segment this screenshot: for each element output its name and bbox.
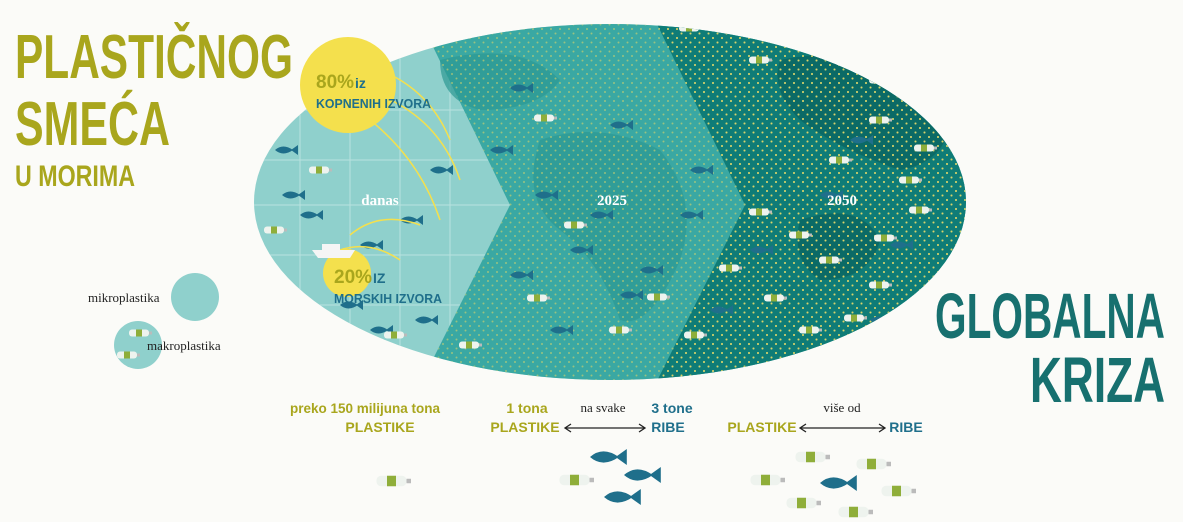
arrows [563, 423, 887, 433]
sea-word: IZ [373, 270, 386, 286]
fact-text: PLASTIKE [490, 419, 559, 435]
land-source-circle [300, 37, 396, 133]
fact-text: 1 tona [506, 400, 547, 416]
world-map [254, 24, 966, 380]
ship [312, 244, 355, 258]
sea-percent: 20% [334, 267, 372, 288]
fact-text: 3 tone [651, 400, 692, 416]
period-label: danas [361, 193, 399, 209]
fact-text: PLASTIKE [727, 419, 796, 435]
legend-micro: mikroplastika [88, 290, 160, 305]
microplastic-2050 [655, 24, 966, 380]
fact-text: više od [823, 400, 861, 415]
land-label: KOPNENIH IZVORA [316, 97, 431, 111]
crisis-line1: GLOBALNA [935, 280, 1165, 352]
sea-label: MORSKIH IZVORA [334, 292, 442, 306]
crisis-line2: KRIZA [1030, 344, 1165, 416]
period-label: 2025 [597, 193, 627, 209]
title-line1: PLASTIČNOG [15, 23, 293, 92]
land-word: iz [355, 75, 366, 91]
land-percent: 80% [316, 72, 354, 93]
fact-text: na svake [580, 400, 625, 415]
fact-text: preko 150 milijuna tona [290, 400, 440, 416]
fact-text: RIBE [651, 419, 684, 435]
title-line3: U MORIMA [15, 160, 135, 193]
fact-text: PLASTIKE [345, 419, 414, 435]
title-line2: SMEĆA [15, 90, 170, 159]
sea-source-circle [323, 249, 371, 297]
fact-text: RIBE [889, 419, 922, 435]
legend-macro: makroplastika [147, 338, 221, 353]
micro-legend-circle [171, 273, 219, 321]
period-label: 2050 [827, 193, 857, 209]
